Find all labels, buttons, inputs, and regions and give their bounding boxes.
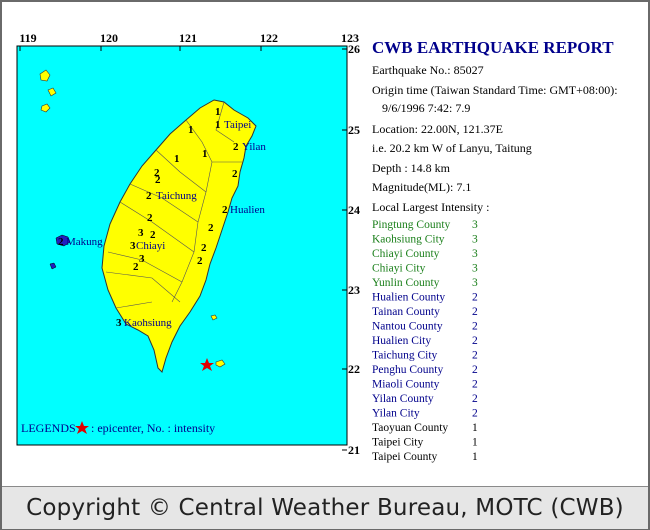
report-line: Origin time (Taiwan Standard Time: GMT+0… <box>372 83 618 97</box>
lon-label: 120 <box>100 31 118 45</box>
intensity-mark: 2 <box>133 261 139 273</box>
county-name: Penghu County <box>372 364 443 376</box>
county-intensity: 2 <box>472 393 478 405</box>
island <box>39 69 57 113</box>
county-intensity: 3 <box>472 277 478 289</box>
county-intensity: 1 <box>472 437 478 449</box>
intensity-mark: 2 <box>154 167 160 179</box>
report-line: Local Largest Intensity : <box>372 200 489 214</box>
county-intensity: 1 <box>472 422 478 434</box>
place-label: Taichung <box>156 190 197 202</box>
lat-label: 21 <box>348 443 360 457</box>
intensity-mark: 2 <box>222 204 228 216</box>
county-intensity: 2 <box>472 350 478 362</box>
lon-label: 122 <box>260 31 278 45</box>
county-name: Chiayi City <box>372 263 426 275</box>
report-line: i.e. 20.2 km W of Lanyu, Taitung <box>372 141 532 155</box>
county-name: Taoyuan County <box>372 422 448 434</box>
county-name: Kaohsiung City <box>372 234 445 246</box>
county-name: Taichung City <box>372 350 438 362</box>
county-name: Yilan County <box>372 393 434 405</box>
county-intensity: 2 <box>472 379 478 391</box>
intensity-mark: 2 <box>233 141 239 153</box>
lat-label: 25 <box>348 123 360 137</box>
lat-label: 23 <box>348 283 360 297</box>
report-line: Depth : 14.8 km <box>372 161 451 175</box>
lon-label: 119 <box>19 31 36 45</box>
place-label: Yilan <box>242 141 266 153</box>
report-line: 9/6/1996 7:42: 7.9 <box>382 101 470 115</box>
lon-label: 121 <box>179 31 197 45</box>
county-name: Hualien City <box>372 335 431 347</box>
report-line: Magnitude(ML): 7.1 <box>372 180 471 194</box>
county-intensity: 3 <box>472 234 478 246</box>
county-intensity: 1 <box>472 451 478 463</box>
county-name: Miaoli County <box>372 379 440 391</box>
legend-text: : epicenter, No. : intensity <box>91 421 215 435</box>
county-name: Hualien County <box>372 292 445 304</box>
report-title: CWB EARTHQUAKE REPORT <box>372 38 614 57</box>
report-line: Earthquake No.: 85027 <box>372 63 484 77</box>
lat-label: 22 <box>348 362 360 376</box>
report-image: LEGENDS : epicenter, No. : intensity CWB… <box>16 31 618 463</box>
intensity-mark: 2 <box>197 255 203 267</box>
county-intensity: 2 <box>472 335 478 347</box>
intensity-mark: 2 <box>146 190 152 202</box>
intensity-mark: 2 <box>208 222 214 234</box>
place-label: Makung <box>66 236 103 248</box>
intensity-mark: 3 <box>116 317 122 329</box>
county-name: Nantou County <box>372 321 443 333</box>
report-line: Location: 22.00N, 121.37E <box>372 122 503 136</box>
intensity-mark: 3 <box>130 240 136 252</box>
intensity-mark: 2 <box>232 168 238 180</box>
county-name: Chiayi County <box>372 248 440 260</box>
place-label: Kaohsiung <box>124 317 172 329</box>
legend-star <box>75 421 89 434</box>
county-intensity: 2 <box>472 292 478 304</box>
place-label: Hualien <box>230 204 265 216</box>
county-intensity: 2 <box>472 364 478 376</box>
county-intensity: 2 <box>472 321 478 333</box>
county-intensity: 2 <box>472 408 478 420</box>
county-name: Yilan City <box>372 408 420 420</box>
lat-label: 24 <box>348 203 360 217</box>
intensity-mark: 2 <box>150 229 156 241</box>
epicenter <box>200 358 214 371</box>
county-intensity: 3 <box>472 248 478 260</box>
intensity-mark: 3 <box>139 253 145 265</box>
intensity-mark: 1 <box>188 124 194 136</box>
intensity-mark: 1 <box>174 153 180 165</box>
county-name: Tainan County <box>372 306 440 318</box>
county-name: Pingtung County <box>372 219 451 231</box>
intensity-mark: 3 <box>138 227 144 239</box>
intensity-mark: 2 <box>58 236 64 248</box>
island <box>210 314 226 368</box>
lon-label: 123 <box>341 31 359 45</box>
county-intensity: 3 <box>472 263 478 275</box>
county-name: Taipei County <box>372 451 438 463</box>
county-intensity: 3 <box>472 219 478 231</box>
lat-label: 26 <box>348 42 360 56</box>
place-label: Chiayi <box>136 240 165 252</box>
copyright: Copyright © Central Weather Bureau, MOTC… <box>2 486 648 529</box>
county-intensity: 2 <box>472 306 478 318</box>
penghu <box>49 234 71 270</box>
intensity-mark: 1 <box>202 148 208 160</box>
boundaries <box>105 101 242 309</box>
intensity-mark: 1 <box>215 119 221 131</box>
intensity-mark: 1 <box>215 106 221 118</box>
intensity-mark: 2 <box>201 242 207 254</box>
county-name: Yunlin County <box>372 277 440 289</box>
intensity-mark: 2 <box>155 174 161 186</box>
county-name: Taipei City <box>372 437 424 449</box>
intensity-mark: 2 <box>147 212 153 224</box>
legend-label: LEGENDS <box>21 421 76 435</box>
place-label: Taipei <box>224 119 251 131</box>
